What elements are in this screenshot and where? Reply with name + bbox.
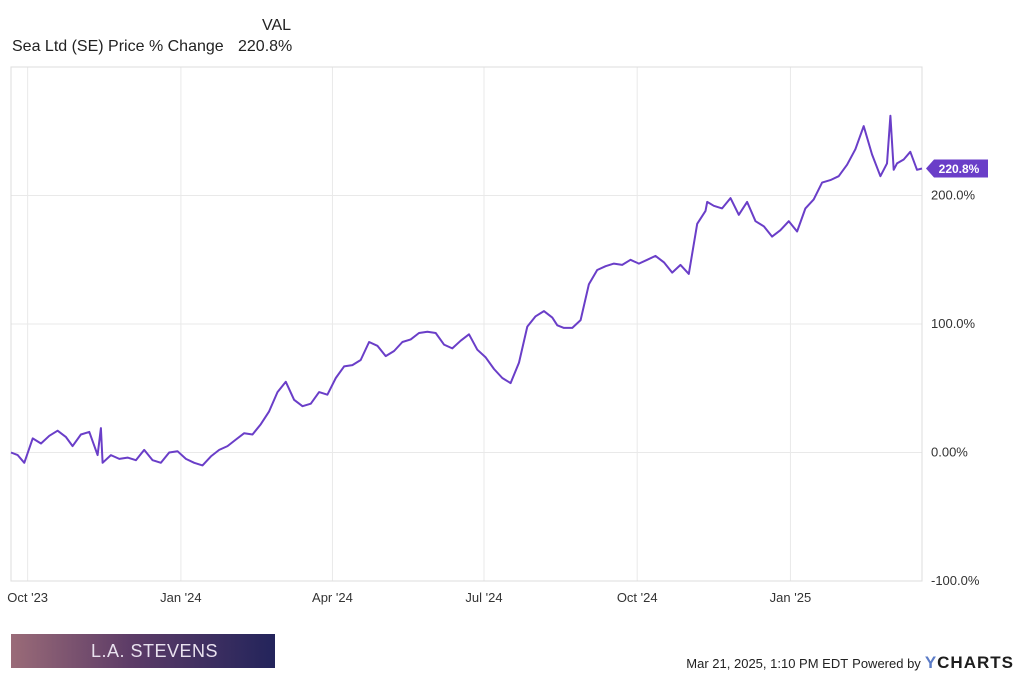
footer-timestamp: Mar 21, 2025, 1:10 PM EDT bbox=[686, 655, 849, 671]
brand-text: L.A. STEVENS bbox=[91, 640, 219, 661]
x-tick-label: Jan '25 bbox=[770, 590, 812, 605]
x-tick-label: Jul '24 bbox=[465, 590, 502, 605]
grid-lines bbox=[11, 67, 922, 582]
axis-labels: Oct '23 Jan '24 Apr '24 Jul '24 Oct '24 Jan '… bbox=[7, 159, 988, 605]
y-tick-label: 0.00% bbox=[931, 445, 968, 460]
legend-series-value: 220.8% bbox=[238, 38, 293, 55]
legend-series-label: Sea Ltd (SE) Price % Change bbox=[12, 38, 224, 55]
x-tick-label: Jan '24 bbox=[160, 590, 202, 605]
brand-logo: L.A. STEVENS bbox=[11, 634, 275, 668]
y-tick-label: -100.0% bbox=[931, 573, 980, 588]
x-tick-label: Oct '23 bbox=[7, 590, 48, 605]
series-layer bbox=[10, 114, 923, 467]
plot-area-border bbox=[10, 66, 923, 582]
legend-series-row[interactable]: Sea Ltd (SE) Price % Change 220.8% bbox=[12, 38, 302, 56]
legend-column-header: VAL bbox=[262, 17, 292, 34]
series-line-sea-ltd[interactable] bbox=[10, 114, 923, 467]
end-value-flag bbox=[926, 159, 988, 178]
footer-powered-by: Powered by bbox=[852, 655, 921, 671]
end-value-label: 220.8% bbox=[939, 162, 980, 176]
ycharts-logo-text: CHARTS bbox=[937, 653, 1014, 672]
y-tick-label: 200.0% bbox=[931, 188, 976, 203]
footer: Mar 21, 2025, 1:10 PM EDT Powered by Y CH… bbox=[686, 653, 1014, 673]
ycharts-logo[interactable]: Y CHARTS bbox=[925, 653, 1014, 673]
price-change-chart: Oct '23 Jan '24 Apr '24 Jul '24 Oct '24 Jan '… bbox=[7, 66, 988, 605]
ycharts-logo-y: Y bbox=[924, 653, 938, 672]
y-tick-label: 100.0% bbox=[931, 316, 976, 331]
x-tick-label: Apr '24 bbox=[312, 590, 353, 605]
x-tick-label: Oct '24 bbox=[617, 590, 658, 605]
